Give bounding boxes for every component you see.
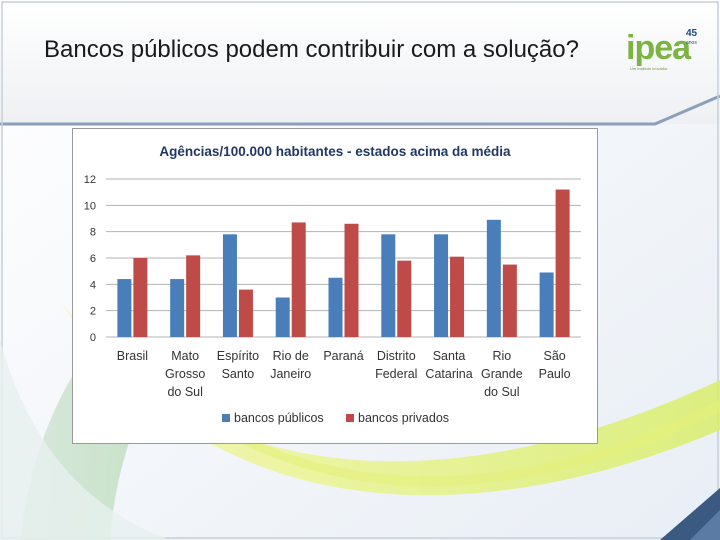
legend-swatch-1 — [346, 414, 354, 422]
x-tick-label: Rio — [492, 349, 511, 363]
logo-wordmark: ipea — [626, 29, 691, 67]
x-tick-label: Rio de — [273, 349, 309, 363]
gridlines — [106, 178, 581, 338]
logo-tagline: Um instituto inovador — [630, 66, 668, 71]
y-tick-label: 4 — [90, 279, 96, 291]
x-axis-labels: Brasil Mato Grosso do Sul Espírito Santo Rio d… — [117, 349, 571, 399]
bar-publicos-7 — [486, 219, 501, 337]
bar-publicos-8 — [539, 272, 554, 337]
x-tick-label: Brasil — [117, 349, 148, 363]
x-tick-label: Paulo — [539, 367, 571, 381]
x-tick-label: Grande — [481, 367, 523, 381]
legend-label: bancos privados — [358, 411, 449, 425]
bar-privados-5 — [397, 260, 412, 337]
x-tick-label: do Sul — [484, 385, 519, 399]
y-axis-ticks: 0 2 4 6 8 10 12 — [84, 174, 96, 344]
bar-privados-0 — [133, 258, 148, 337]
legend: bancos públicos bancos privados — [222, 411, 449, 425]
x-tick-label: Catarina — [425, 367, 472, 381]
slide-title: Bancos públicos podem contribuir com a s… — [44, 36, 579, 63]
x-tick-label: Grosso — [165, 367, 205, 381]
x-tick-label: Federal — [375, 367, 417, 381]
y-tick-label: 8 — [90, 227, 96, 239]
x-tick-label: Santo — [222, 367, 255, 381]
bar-privados-1 — [186, 255, 201, 337]
legend-swatch-0 — [222, 414, 230, 422]
bar-chart: Agências/100.000 habitantes - estados ac… — [72, 128, 598, 444]
bar-publicos-1 — [170, 279, 185, 337]
bar-publicos-3 — [275, 297, 290, 337]
bar-privados-2 — [238, 289, 253, 337]
y-tick-label: 0 — [90, 332, 96, 344]
chart-title: Agências/100.000 habitantes - estados ac… — [159, 144, 511, 159]
x-tick-label: Distrito — [377, 349, 416, 363]
bar-privados-4 — [344, 223, 359, 337]
bar-privados-6 — [450, 256, 465, 337]
bar-publicos-5 — [381, 234, 396, 337]
y-tick-label: 6 — [90, 253, 96, 265]
bars — [117, 189, 570, 337]
logo-subtitle: anos — [686, 40, 697, 46]
bar-publicos-0 — [117, 279, 132, 337]
logo-number: 45 — [686, 28, 698, 39]
x-tick-label: do Sul — [167, 385, 202, 399]
y-tick-label: 10 — [84, 200, 96, 212]
x-tick-label: Santa — [433, 349, 466, 363]
bar-publicos-4 — [328, 277, 343, 337]
bar-privados-7 — [502, 264, 517, 337]
legend-label: bancos públicos — [234, 411, 324, 425]
bar-privados-3 — [291, 222, 306, 337]
y-tick-label: 2 — [90, 306, 96, 318]
bar-publicos-2 — [222, 234, 237, 337]
y-tick-label: 12 — [84, 174, 96, 186]
x-tick-label: Paraná — [323, 349, 363, 363]
ipea-logo: ipea 45 anos Um instituto inovador — [626, 28, 706, 78]
bar-publicos-6 — [434, 234, 449, 337]
x-tick-label: Espírito — [217, 349, 259, 363]
x-tick-label: São — [543, 349, 565, 363]
bar-privados-8 — [555, 189, 570, 337]
x-tick-label: Janeiro — [270, 367, 311, 381]
x-tick-label: Mato — [171, 349, 199, 363]
